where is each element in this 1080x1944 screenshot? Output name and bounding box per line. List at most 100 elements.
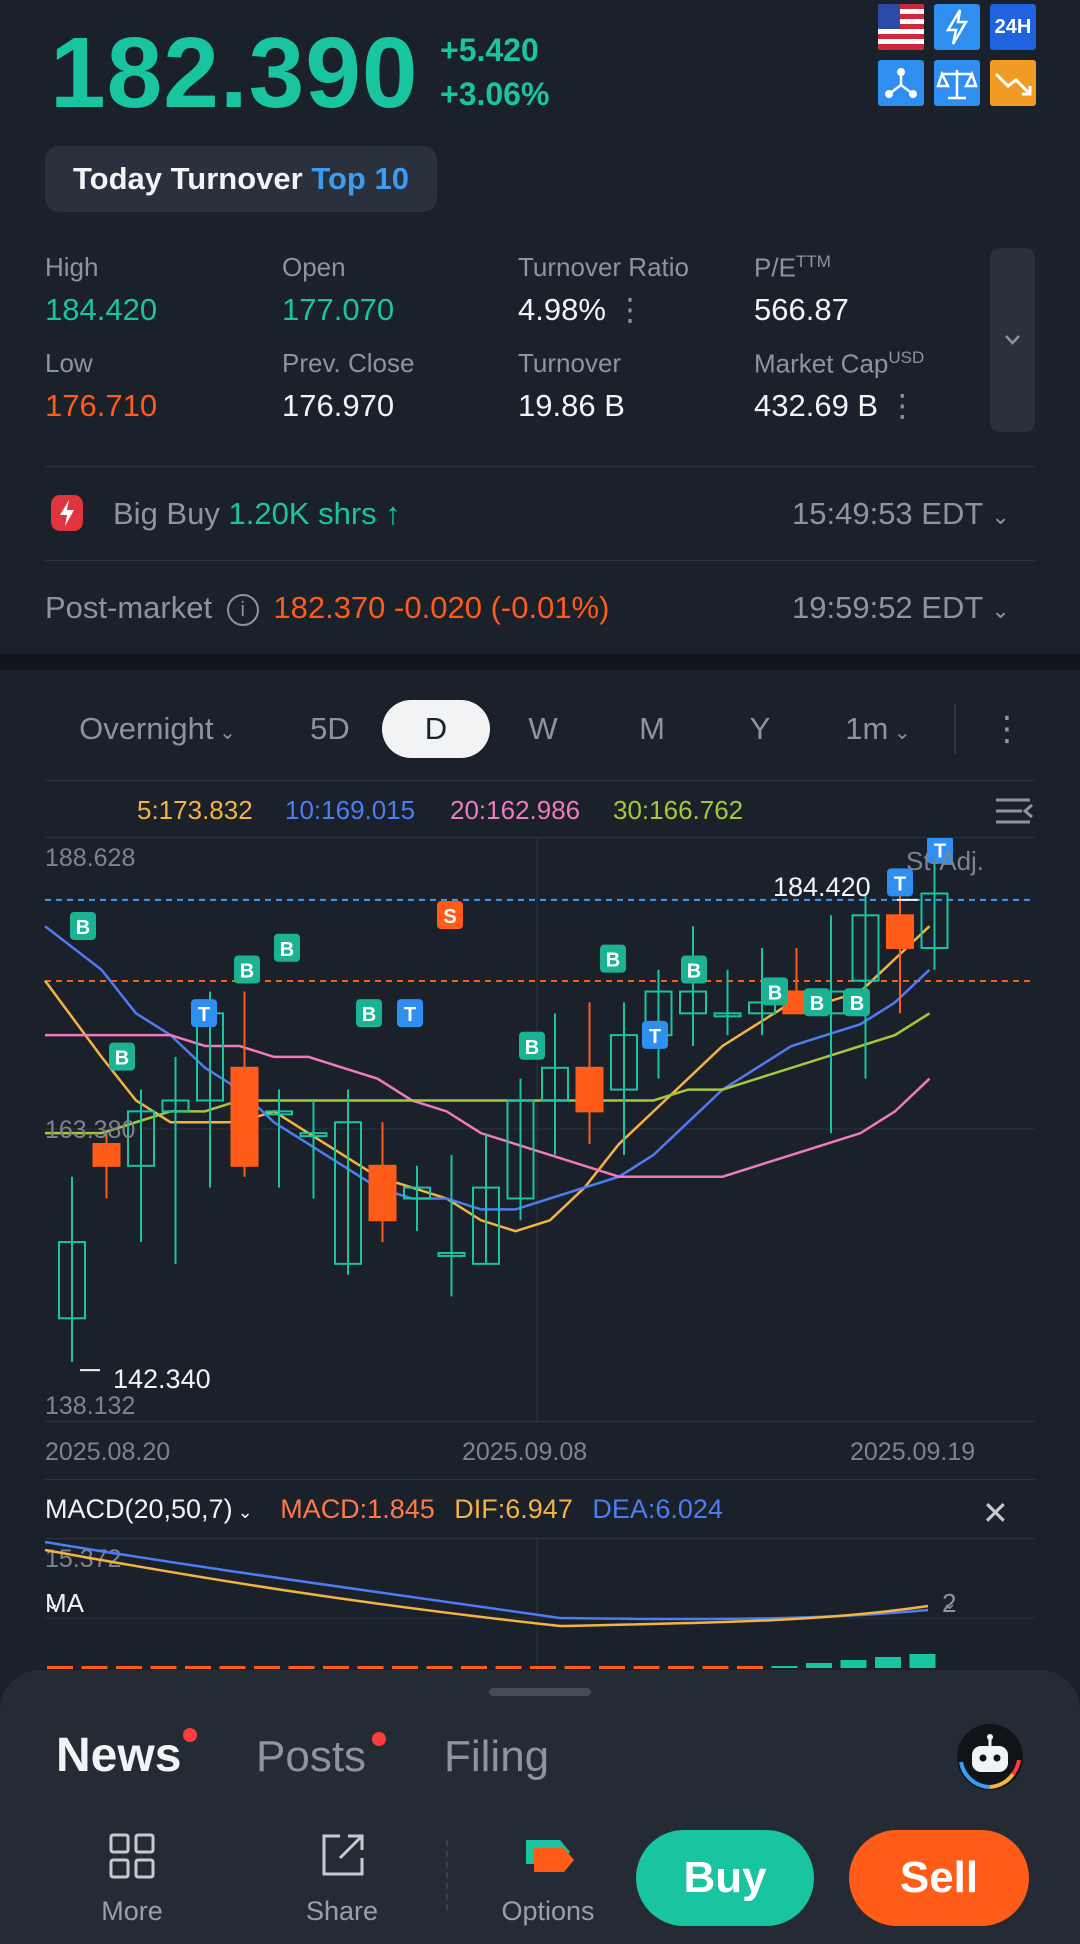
low-marker-label: 142.340 — [113, 1364, 211, 1394]
trade-marker-badge — [397, 999, 423, 1028]
share-label[interactable]: Share — [305, 1896, 379, 1926]
macd-chart — [44, 1538, 1035, 1678]
tab-monthly[interactable]: M — [639, 711, 665, 746]
buy-button[interactable]: Buy — [636, 1830, 814, 1926]
more-label[interactable]: More — [101, 1896, 163, 1926]
market-cap-value[interactable]: 432.69 B ⋮ — [754, 388, 918, 424]
y-axis-bottom-label: 138.132 — [45, 1392, 136, 1420]
macd-histogram-bar — [219, 1666, 246, 1669]
24h-trading-icon[interactable]: 24H — [990, 4, 1036, 50]
prev-close-label: Prev. Close — [282, 348, 415, 378]
macd-histogram-bar — [47, 1666, 73, 1669]
tab-filing[interactable]: Filing — [444, 1732, 550, 1781]
more-vertical-icon[interactable]: ⋮ — [990, 710, 1024, 748]
info-icon[interactable]: i — [226, 593, 259, 626]
network-icon[interactable] — [878, 60, 924, 106]
trade-marker-letter: B — [606, 950, 620, 972]
chevron-down-icon: ⌄ — [942, 1593, 958, 1613]
high-marker-label: 184.420 — [773, 872, 871, 902]
candle-body — [575, 1066, 604, 1113]
price-change: +5.420 +3.06% — [440, 28, 549, 116]
big-buy-time-text: 15:49:53 EDT — [792, 496, 983, 531]
divider — [45, 466, 1035, 467]
ma30-value: 30:166.762 — [613, 795, 744, 825]
chevron-down-icon — [1005, 335, 1020, 345]
macd-histogram-bar — [426, 1666, 453, 1669]
expand-stats-button[interactable] — [990, 248, 1035, 432]
big-buy-time[interactable]: 15:49:53 EDT ⌄ — [792, 496, 1010, 532]
tab-1-minute[interactable]: 1m ⌄ — [833, 700, 923, 758]
tab-news[interactable]: News — [56, 1729, 182, 1782]
candlestick-chart[interactable]: B B T B B B T S B B T B B B B T T — [0, 838, 1080, 1422]
ai-assistant-icon[interactable] — [955, 1722, 1025, 1792]
sell-button[interactable]: Sell — [849, 1830, 1029, 1926]
candle-body — [713, 1012, 742, 1018]
badge-highlight: Top 10 — [311, 161, 409, 196]
us-flag-icon[interactable] — [878, 4, 924, 50]
high-label: High — [45, 252, 99, 282]
turnover-ratio-value[interactable]: 4.98% ⋮ — [518, 292, 646, 328]
indicator-settings-icon[interactable] — [994, 796, 1034, 834]
macd-selector[interactable]: MACD(20,50,7) ⌄ — [45, 1494, 253, 1524]
trade-marker-letter: B — [768, 982, 782, 1004]
tab-5d[interactable]: 5D — [310, 711, 350, 746]
chevron-down-icon: ⌄ — [232, 1502, 253, 1522]
candle-body — [368, 1164, 397, 1222]
pe-label-text: P/E — [754, 252, 796, 283]
tab-1-minute-label: 1m — [845, 711, 889, 746]
drag-handle[interactable] — [489, 1688, 591, 1696]
post-market-label: Post-market — [45, 590, 213, 625]
trade-marker-letter: T — [934, 841, 946, 863]
news-unread-dot — [183, 1728, 197, 1742]
tab-weekly[interactable]: W — [528, 711, 558, 746]
candle-body — [265, 1110, 293, 1116]
divider — [45, 1479, 1035, 1480]
macd-histogram-bar — [116, 1666, 142, 1669]
post-market-row[interactable]: Post-market i 182.370 -0.020 (-0.01%) — [45, 590, 609, 626]
close-icon[interactable]: ✕ — [982, 1495, 1009, 1531]
more-grid-icon[interactable] — [108, 1832, 156, 1885]
macd-histogram-bar — [806, 1663, 832, 1668]
post-market-time[interactable]: 19:59:52 EDT ⌄ — [792, 590, 1010, 626]
arrow-up-icon: ↑ — [385, 496, 401, 531]
last-price: 182.390 — [50, 17, 419, 129]
us-flag-icon-graphic — [878, 4, 924, 50]
candle-body — [161, 1099, 190, 1113]
tab-overnight[interactable]: Overnight ⌄ — [70, 700, 245, 758]
macd-indicator-row: MACD(20,50,7) ⌄ MACD:1.845 DIF:6.947 DEA… — [45, 1494, 723, 1525]
more-vertical-icon[interactable]: ⋮ — [886, 388, 918, 423]
candle-body — [886, 914, 914, 949]
trade-marker-letter: B — [240, 961, 254, 983]
trend-down-icon[interactable] — [990, 60, 1036, 106]
big-buy-label: Big Buy — [113, 496, 220, 531]
turnover-label: Turnover — [518, 348, 622, 378]
ma5-value: 5:173.832 — [137, 795, 253, 825]
candle-body — [127, 1110, 155, 1167]
macd-histogram-bar — [323, 1666, 349, 1669]
candle-body — [610, 1034, 638, 1091]
options-icon[interactable] — [520, 1832, 576, 1883]
big-buy-row[interactable]: Big Buy 1.20K shrs ↑ — [113, 496, 401, 532]
pe-value: 566.87 — [754, 292, 849, 327]
split-adjusted-label[interactable]: St-Adj. — [906, 846, 985, 876]
low-label: Low — [45, 348, 93, 378]
pe-superscript: TTM — [795, 252, 831, 271]
tab-posts[interactable]: Posts — [256, 1732, 367, 1781]
trade-marker-badge — [274, 933, 300, 962]
tab-daily[interactable]: D — [382, 700, 490, 758]
turnover-rank-badge[interactable]: Today Turnover Top 10 — [45, 146, 437, 212]
chevron-down-icon: ⌄ — [991, 598, 1010, 623]
balance-icon[interactable] — [934, 60, 980, 106]
open-label: Open — [282, 252, 346, 282]
candle-body — [472, 1186, 500, 1265]
options-label[interactable]: Options — [501, 1896, 595, 1926]
tab-yearly[interactable]: Y — [749, 711, 771, 746]
trade-marker-badge — [844, 988, 870, 1017]
macd-histogram-bar — [254, 1666, 280, 1669]
trade-marker-badge — [762, 977, 788, 1006]
lightning-icon[interactable] — [934, 4, 980, 50]
candle-body — [403, 1186, 431, 1200]
share-icon[interactable] — [318, 1830, 368, 1885]
more-vertical-icon[interactable]: ⋮ — [614, 292, 646, 327]
candle-body — [748, 1001, 776, 1015]
